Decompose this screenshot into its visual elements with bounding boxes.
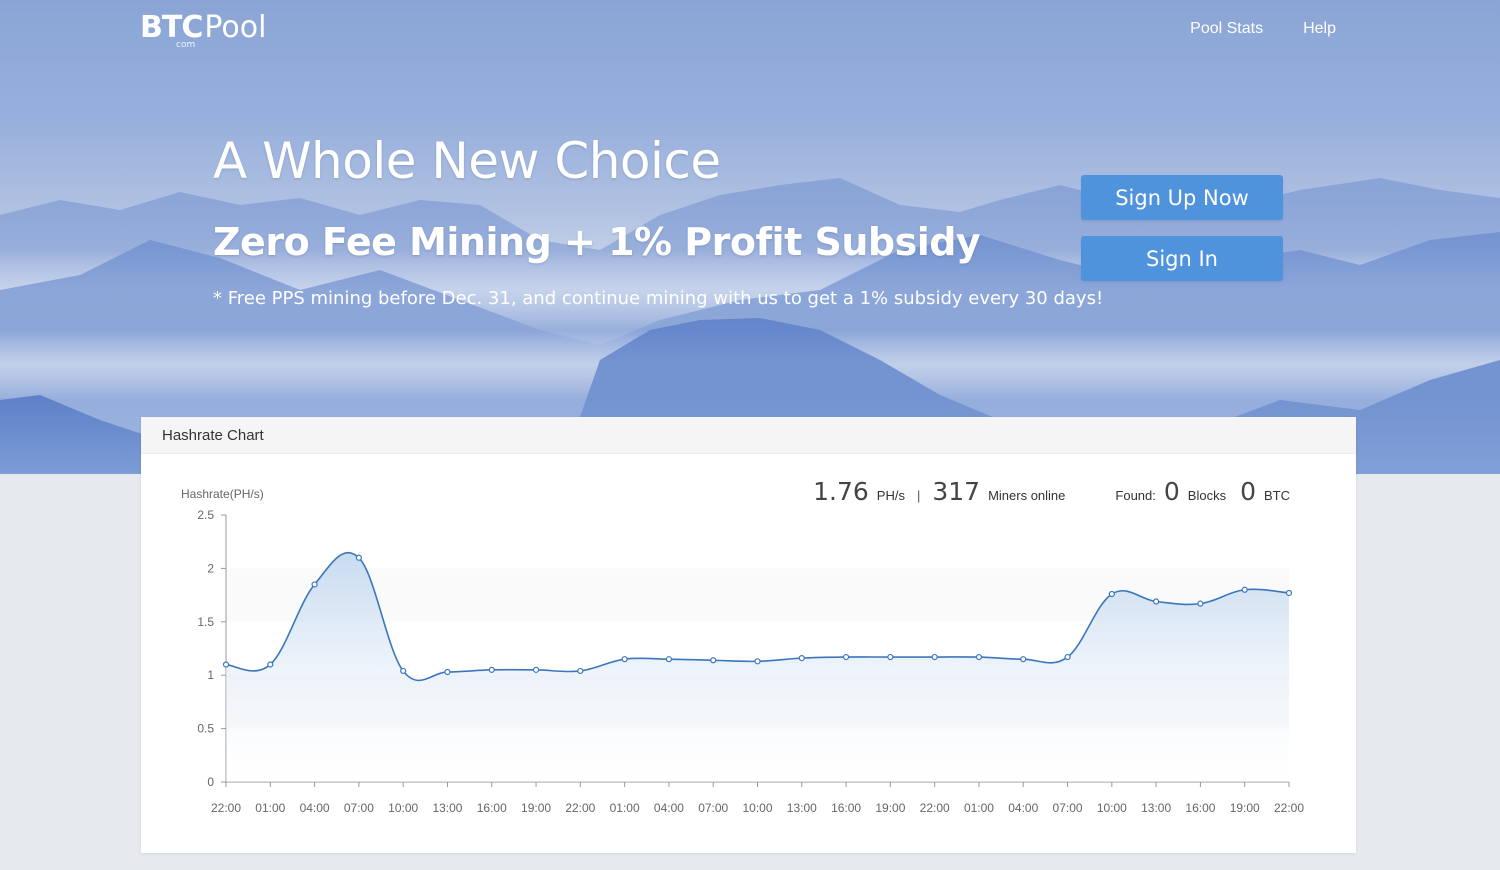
- x-tick-label: 16:00: [831, 801, 861, 815]
- data-point[interactable]: [1285, 589, 1293, 597]
- data-point[interactable]: [1108, 590, 1115, 598]
- data-point[interactable]: [400, 667, 407, 675]
- miners-value: 317: [932, 477, 981, 506]
- logo-suffix: Pool: [204, 10, 267, 45]
- data-point[interactable]: [887, 653, 894, 661]
- data-point[interactable]: [975, 653, 983, 661]
- hashrate-unit: PH/s: [876, 488, 905, 503]
- data-point[interactable]: [577, 667, 584, 675]
- blocks-label: Blocks: [1187, 488, 1227, 503]
- data-point[interactable]: [444, 668, 451, 676]
- x-tick-label: 10:00: [1097, 801, 1127, 815]
- hero-subline: Zero Fee Mining + 1% Profit Subsidy: [213, 220, 981, 264]
- hashrate-chart: 0 0.5 1 1.5 2 2.5 22:00 01:00 04:00 07:00 10:00 13:…: [181, 487, 1304, 815]
- x-tick-label: 07:00: [344, 801, 374, 815]
- hashrate-card: Hashrate Chart 0 0.5 1 1.5 2 2.5 22:00 01:00 04:…: [141, 417, 1356, 853]
- x-tick-label: 19:00: [875, 801, 905, 815]
- data-point[interactable]: [1241, 586, 1248, 593]
- data-point[interactable]: [267, 661, 274, 668]
- x-tick-label: 01:00: [964, 801, 994, 815]
- y-tick-label: 0.5: [197, 722, 214, 736]
- hashrate-value: 1.76: [813, 477, 869, 506]
- sign-in-button[interactable]: Sign In: [1081, 236, 1283, 281]
- x-tick-label: 10:00: [388, 801, 418, 815]
- miners-label: Miners online: [988, 488, 1066, 503]
- data-point[interactable]: [1020, 656, 1027, 663]
- x-tick-label: 04:00: [300, 801, 330, 815]
- nav-help[interactable]: Help: [1303, 20, 1336, 37]
- x-tick-label: 16:00: [477, 801, 507, 815]
- x-tick-label: 22:00: [1274, 801, 1304, 815]
- blocks-value: 0: [1163, 477, 1180, 506]
- x-tick-label: 13:00: [1141, 801, 1171, 815]
- nav-pool-stats[interactable]: Pool Stats: [1190, 20, 1264, 37]
- x-tick-label: 19:00: [1230, 801, 1260, 815]
- data-point[interactable]: [798, 655, 805, 662]
- data-point[interactable]: [1064, 653, 1071, 661]
- hashrate-area: [226, 552, 1289, 782]
- hero-banner: BTCPool com Pool Stats Help A Whole New …: [0, 0, 1500, 474]
- x-tick-label: 07:00: [1053, 801, 1083, 815]
- btc-value: 0: [1240, 477, 1256, 506]
- data-point[interactable]: [1197, 600, 1204, 607]
- x-tick-label: 22:00: [920, 801, 950, 815]
- y-axis-label: Hashrate(PH/s): [181, 487, 264, 501]
- card-header: Hashrate Chart: [141, 417, 1356, 454]
- x-tick-label: 10:00: [742, 801, 772, 815]
- data-point[interactable]: [532, 666, 540, 673]
- pool-stats-summary: 1.76 PH/s | 317 Miners online Found: 0 B…: [813, 477, 1290, 506]
- found-label: Found:: [1115, 488, 1156, 503]
- brand-logo[interactable]: BTCPool com: [140, 10, 267, 50]
- x-tick-label: 01:00: [255, 801, 285, 815]
- x-tick-label: 22:00: [211, 801, 241, 815]
- x-tick-label: 22:00: [565, 801, 595, 815]
- x-tick-label: 13:00: [432, 801, 462, 815]
- y-tick-label: 1: [207, 668, 214, 682]
- y-tick-label: 2.5: [197, 508, 214, 522]
- data-point[interactable]: [488, 666, 495, 673]
- x-tick-label: 13:00: [787, 801, 817, 815]
- top-nav: Pool Stats Help: [1190, 20, 1336, 38]
- data-point[interactable]: [355, 554, 362, 561]
- x-tick-label: 19:00: [521, 801, 551, 815]
- hero-headline: A Whole New Choice: [213, 132, 721, 190]
- data-point[interactable]: [665, 656, 673, 663]
- data-point[interactable]: [621, 656, 628, 663]
- data-point[interactable]: [1153, 598, 1160, 605]
- x-tick-label: 04:00: [1008, 801, 1038, 815]
- x-tick-label: 16:00: [1185, 801, 1215, 815]
- x-tick-label: 07:00: [698, 801, 728, 815]
- data-point[interactable]: [311, 581, 318, 588]
- y-tick-label: 0: [207, 775, 214, 789]
- stats-separator: |: [916, 488, 921, 503]
- logo-brand: BTC: [140, 10, 203, 45]
- data-point[interactable]: [710, 657, 717, 664]
- y-tick-label: 2: [207, 561, 214, 575]
- data-point[interactable]: [842, 653, 850, 661]
- hero-note: * Free PPS mining before Dec. 31, and co…: [213, 288, 1104, 309]
- data-point[interactable]: [222, 661, 230, 668]
- data-point[interactable]: [931, 653, 938, 661]
- x-tick-label: 04:00: [654, 801, 684, 815]
- logo-tld: com: [176, 40, 196, 50]
- btc-label: BTC: [1264, 488, 1290, 503]
- data-point[interactable]: [754, 658, 761, 665]
- y-tick-label: 1.5: [197, 615, 214, 629]
- hashrate-line: [225, 551, 1290, 682]
- x-tick-label: 01:00: [610, 801, 640, 815]
- sign-up-button[interactable]: Sign Up Now: [1081, 175, 1283, 220]
- card-title: Hashrate Chart: [162, 426, 264, 444]
